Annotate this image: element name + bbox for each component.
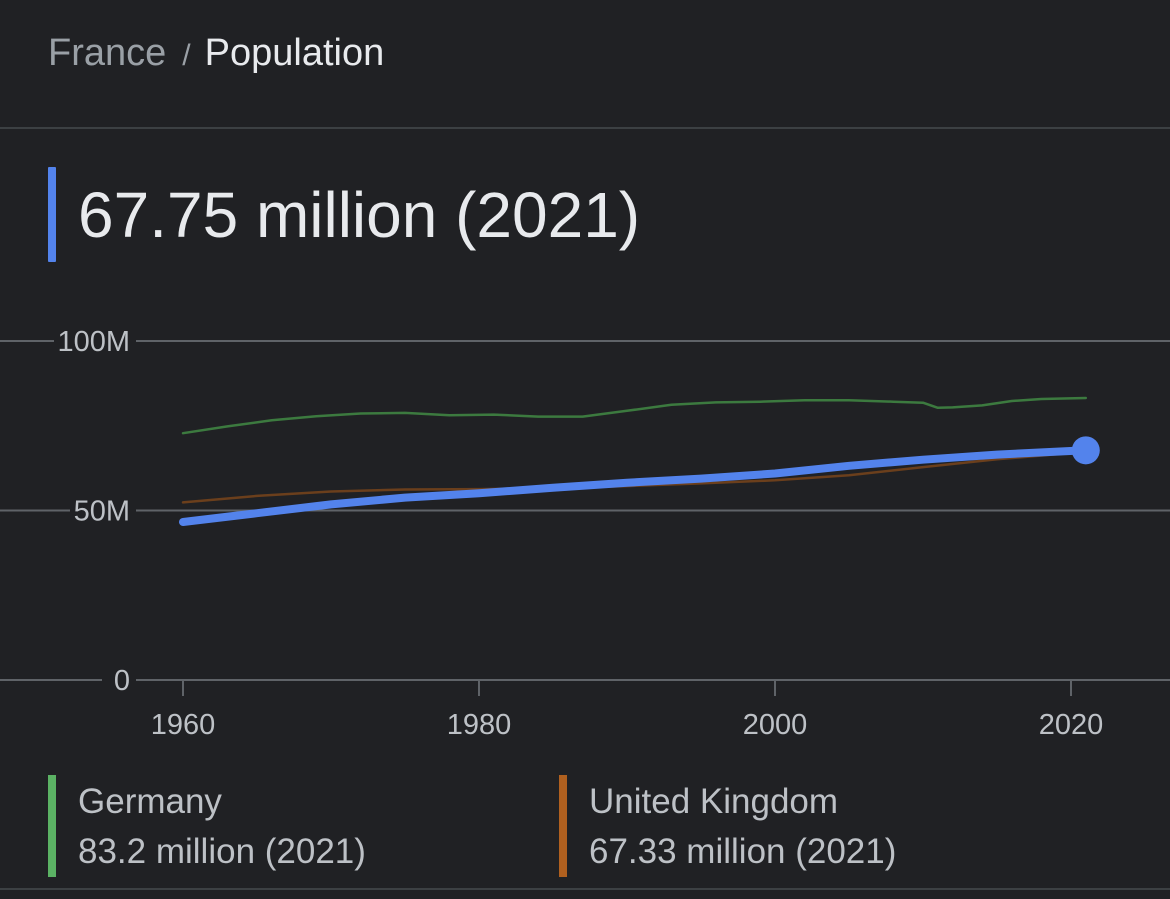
legend-value: 67.33 million (2021) [589, 832, 897, 871]
x-tick-label: 1980 [447, 709, 512, 741]
legend-name: Germany [78, 782, 222, 821]
legend-swatch-germany [48, 775, 56, 877]
breadcrumb-parent-link[interactable]: France [48, 32, 167, 74]
data-point-france [1071, 436, 1100, 465]
headline-value: 67.75 million (2021) [78, 179, 641, 251]
x-tick-label: 2000 [743, 709, 808, 741]
breadcrumb: France / Population [48, 30, 384, 79]
breadcrumb-current: Population [204, 32, 385, 74]
legend-swatch-united-kingdom [559, 775, 567, 877]
series-line-france [179, 446, 1090, 526]
bottom-divider [0, 888, 1170, 890]
breadcrumb-separator: / [182, 39, 191, 72]
y-tick-label: 0 [114, 665, 130, 697]
top-divider [0, 127, 1170, 129]
population-line-chart[interactable]: 0 50M 100M 1960 1980 2000 2020 [0, 300, 1170, 760]
y-tick-label: 50M [74, 496, 130, 528]
headline-accent-bar [48, 167, 56, 262]
legend-value: 83.2 million (2021) [78, 832, 366, 871]
y-tick-label: 100M [57, 326, 130, 358]
legend-name: United Kingdom [589, 782, 839, 821]
x-tick-label: 2020 [1039, 709, 1104, 741]
x-tick-label: 1960 [151, 709, 216, 741]
series-line-germany [181, 396, 1088, 435]
